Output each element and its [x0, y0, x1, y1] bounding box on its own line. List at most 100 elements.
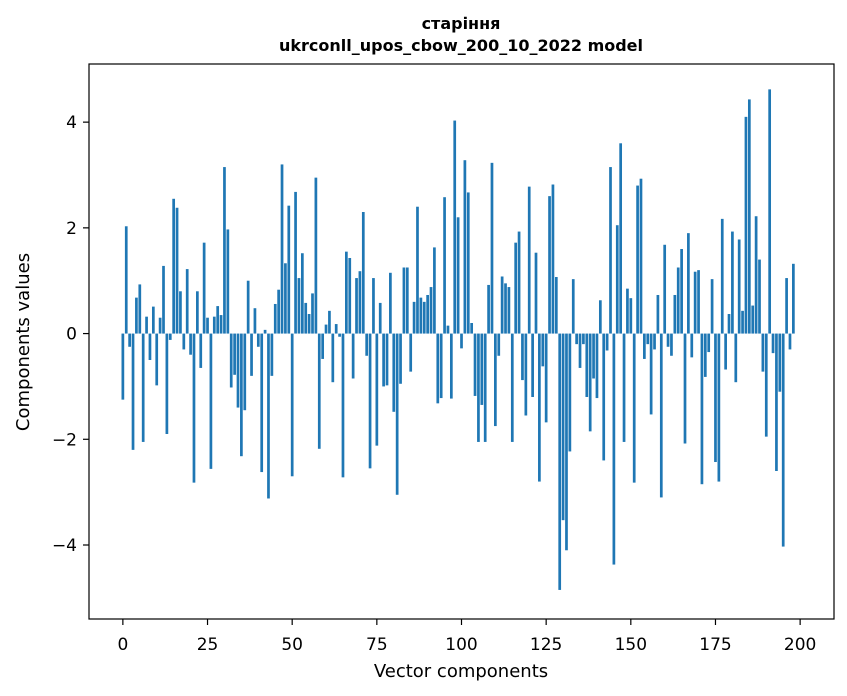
bar-component-182 — [737, 239, 741, 334]
bar-component-70 — [358, 271, 362, 334]
bar-component-55 — [307, 314, 311, 334]
bar-component-193 — [775, 333, 778, 471]
bar-component-74 — [372, 278, 375, 334]
bar-component-86 — [412, 301, 416, 334]
bar-component-124 — [541, 333, 545, 367]
bar-component-76 — [378, 302, 382, 334]
bar-component-121 — [531, 333, 534, 397]
bar-component-132 — [568, 333, 572, 452]
bar-component-100 — [460, 333, 463, 349]
x-axis-ticks: 0 25 50 75 100 125 150 175 200 — [117, 619, 816, 655]
bar-component-169 — [693, 271, 697, 334]
bar-component-167 — [687, 233, 690, 334]
x-tick-label: 50 — [281, 635, 303, 655]
bar-component-58 — [317, 333, 321, 449]
bar-component-97 — [449, 333, 453, 399]
bar-component-17 — [179, 291, 182, 334]
bar-component-6 — [141, 333, 145, 442]
bar-component-118 — [521, 333, 524, 381]
y-tick-label: −4 — [52, 536, 77, 556]
bar-component-51 — [294, 191, 297, 334]
bar-component-153 — [639, 178, 643, 334]
bar-component-123 — [538, 333, 541, 482]
bar-component-143 — [605, 333, 609, 351]
bar-component-190 — [764, 333, 768, 437]
bar-component-98 — [453, 120, 457, 334]
bar-component-120 — [527, 186, 531, 334]
bar-component-80 — [392, 333, 396, 412]
bar-series — [121, 89, 795, 590]
bar-component-126 — [548, 196, 551, 334]
bar-component-37 — [246, 280, 250, 334]
bar-component-39 — [253, 308, 257, 334]
bar-component-107 — [483, 333, 487, 442]
y-tick-label: 0 — [66, 325, 77, 345]
bar-component-141 — [598, 300, 602, 334]
bar-component-16 — [175, 207, 179, 334]
bar-component-148 — [622, 333, 626, 442]
bar-component-117 — [517, 231, 521, 334]
bar-component-146 — [615, 225, 619, 334]
bar-component-1 — [124, 226, 128, 334]
bar-component-157 — [653, 333, 656, 350]
bar-component-60 — [324, 324, 328, 334]
bar-component-42 — [263, 329, 267, 334]
bar-component-20 — [189, 333, 192, 355]
bar-component-0 — [121, 333, 125, 400]
bar-component-43 — [267, 333, 270, 499]
x-tick-label: 200 — [784, 635, 816, 655]
bar-component-62 — [331, 333, 335, 383]
bar-component-75 — [375, 333, 379, 446]
x-tick-label: 0 — [117, 635, 128, 655]
x-tick-label: 75 — [366, 635, 388, 655]
bar-component-36 — [243, 333, 247, 411]
bar-component-66 — [345, 251, 348, 334]
x-tick-label: 150 — [615, 635, 647, 655]
bar-component-73 — [368, 333, 372, 469]
bar-component-185 — [747, 99, 751, 334]
bar-component-87 — [416, 206, 419, 334]
bar-component-184 — [744, 116, 748, 334]
bar-component-198 — [792, 263, 795, 334]
bar-component-164 — [676, 267, 680, 334]
bar-component-135 — [578, 333, 582, 368]
bar-component-131 — [565, 333, 568, 551]
bar-component-64 — [338, 333, 341, 337]
bar-component-13 — [165, 333, 169, 434]
bar-component-61 — [328, 310, 331, 334]
bar-component-155 — [646, 333, 650, 345]
bar-component-28 — [216, 306, 220, 334]
bar-component-10 — [155, 333, 159, 386]
bar-component-125 — [544, 333, 548, 423]
bar-component-24 — [202, 242, 206, 334]
bar-component-23 — [199, 333, 203, 368]
bar-component-159 — [659, 333, 663, 498]
bar-component-81 — [395, 333, 399, 495]
bar-component-134 — [575, 333, 578, 345]
bar-component-196 — [785, 278, 788, 334]
bar-component-71 — [361, 212, 365, 334]
bar-component-53 — [300, 253, 304, 334]
y-tick-label: −2 — [52, 430, 77, 450]
bar-component-72 — [365, 333, 369, 356]
bar-component-88 — [419, 297, 423, 334]
bar-component-78 — [385, 333, 389, 386]
bar-component-59 — [321, 333, 325, 359]
bar-component-160 — [663, 244, 667, 334]
bar-component-67 — [348, 257, 352, 334]
bar-component-40 — [256, 333, 260, 347]
bar-component-189 — [761, 333, 765, 372]
bar-component-79 — [389, 272, 392, 334]
bar-component-83 — [402, 267, 406, 334]
bar-component-165 — [680, 249, 683, 334]
bar-component-21 — [192, 333, 196, 483]
bar-component-156 — [649, 333, 653, 415]
bar-component-122 — [534, 252, 538, 334]
bar-component-91 — [429, 287, 433, 334]
bar-component-56 — [311, 293, 314, 334]
bar-component-104 — [473, 333, 477, 396]
bar-component-47 — [280, 164, 284, 334]
bar-component-68 — [351, 333, 355, 379]
bar-component-149 — [626, 288, 629, 334]
bar-component-168 — [690, 333, 694, 358]
